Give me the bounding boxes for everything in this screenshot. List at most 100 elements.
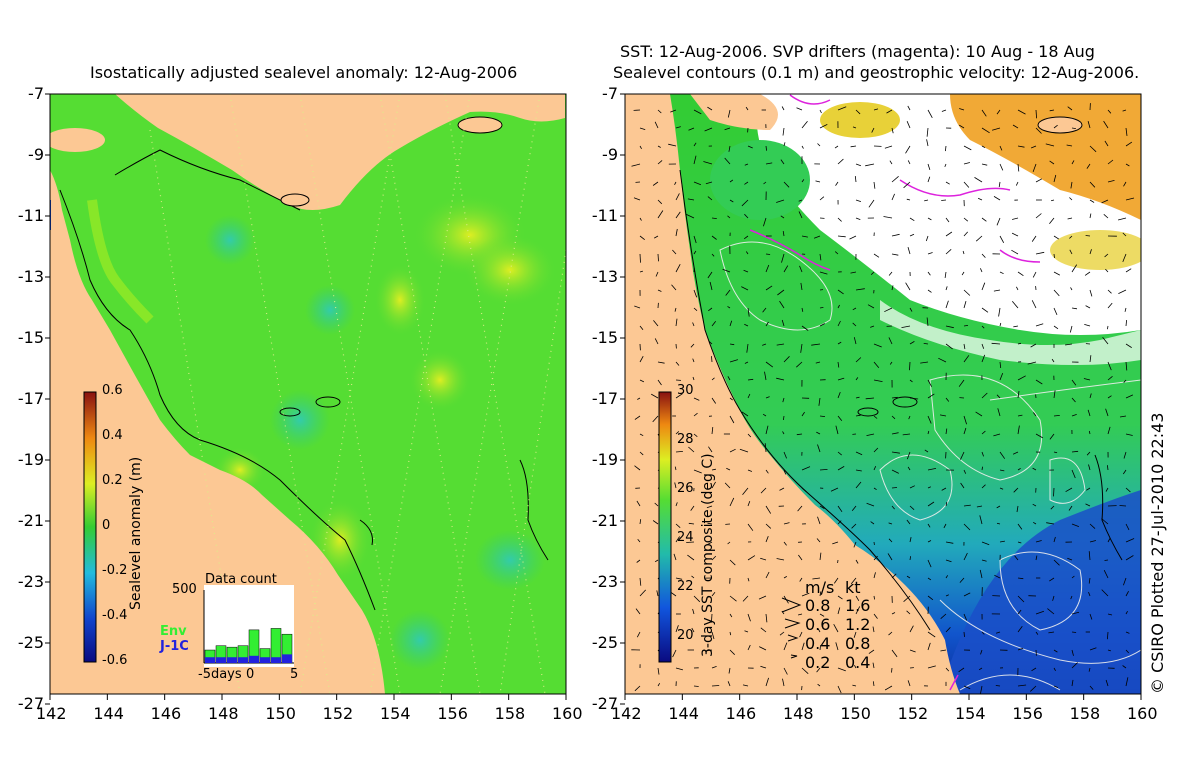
velocity-arrow xyxy=(981,430,986,435)
velocity-arrow xyxy=(1125,268,1132,273)
velocity-arrow xyxy=(981,109,987,117)
velocity-arrow xyxy=(941,199,947,201)
velocity-arrow xyxy=(776,199,785,203)
velocity-arrow xyxy=(1030,343,1037,348)
velocity-arrow xyxy=(891,127,894,134)
velocity-arrow xyxy=(760,557,767,561)
velocity-arrow xyxy=(941,487,947,491)
velocity-arrow xyxy=(1107,375,1113,381)
velocity-arrow xyxy=(1016,286,1019,291)
velocity-arrow xyxy=(1017,609,1022,615)
velocity-arrow xyxy=(837,217,842,222)
velocity-arrow xyxy=(996,394,1001,399)
velocity-arrow xyxy=(852,684,857,687)
velocity-arrow xyxy=(1047,608,1055,615)
velocity-arrow xyxy=(830,487,839,492)
velocity-arrow xyxy=(722,268,731,273)
velocity-arrow xyxy=(747,613,751,622)
velocity-arrow xyxy=(729,199,734,203)
velocity-arrow xyxy=(1017,425,1020,435)
velocity-arrow xyxy=(927,415,932,424)
velocity-arrow xyxy=(709,281,713,291)
velocity-arrow xyxy=(855,163,862,167)
velocity-arrow xyxy=(801,120,808,129)
velocity-arrow xyxy=(781,319,785,327)
velocity-arrow xyxy=(801,487,807,493)
velocity-arrow xyxy=(657,289,662,292)
velocity-arrow xyxy=(783,415,785,421)
velocity-arrow xyxy=(891,253,899,256)
velocity-arrow xyxy=(654,502,659,507)
velocity-arrow xyxy=(654,235,659,239)
velocity-arrow xyxy=(1089,613,1093,620)
velocity-arrow xyxy=(729,613,733,618)
velocity-arrow xyxy=(945,627,951,633)
velocity-arrow xyxy=(777,289,785,296)
velocity-arrow xyxy=(1053,487,1055,497)
velocity-arrow xyxy=(1071,450,1079,453)
velocity-arrow xyxy=(1123,181,1127,187)
velocity-arrow xyxy=(873,415,878,419)
velocity-arrow xyxy=(711,481,716,489)
velocity-arrow xyxy=(657,379,662,386)
velocity-arrow xyxy=(765,145,767,151)
lat-tick-label: -21 xyxy=(17,511,44,530)
velocity-arrow xyxy=(1103,213,1109,219)
velocity-arrow xyxy=(939,414,947,417)
velocity-arrow xyxy=(692,322,695,327)
velocity-arrow xyxy=(927,289,932,293)
velocity-arrow xyxy=(747,469,753,472)
velocity-arrow xyxy=(706,505,713,509)
lon-tick-label: 148 xyxy=(783,704,814,723)
velocity-arrow xyxy=(801,179,805,183)
velocity-arrow xyxy=(1107,465,1109,471)
colorbar-tick-label: 0 xyxy=(102,518,111,533)
velocity-arrow xyxy=(891,233,900,237)
velocity-arrow xyxy=(889,361,893,365)
velocity-arrow xyxy=(657,109,662,114)
velocity-arrow xyxy=(634,415,641,420)
velocity-arrow xyxy=(800,282,803,291)
velocity-arrow xyxy=(999,322,1002,327)
velocity-arrow xyxy=(837,361,840,368)
velocity-arrow xyxy=(657,361,665,364)
velocity-arrow xyxy=(705,649,713,652)
velocity-arrow xyxy=(853,541,857,548)
velocity-arrow xyxy=(819,323,825,327)
velocity-arrow xyxy=(940,613,947,619)
velocity-arrow xyxy=(837,341,842,345)
velocity-arrow xyxy=(997,408,1001,417)
velocity-arrow xyxy=(782,431,785,435)
velocity-arrow xyxy=(906,575,911,579)
velocity-arrow xyxy=(1107,631,1109,640)
velocity-arrow xyxy=(1069,249,1073,255)
velocity-arrow xyxy=(639,253,641,263)
lon-tick-label: 146 xyxy=(150,704,182,723)
velocity-arrow xyxy=(652,520,659,525)
velocity-arrow xyxy=(1017,595,1025,603)
velocity-arrow xyxy=(873,595,875,600)
velocity-arrow xyxy=(1089,145,1097,153)
velocity-arrow xyxy=(1053,235,1060,240)
velocity-arrow xyxy=(999,361,1002,369)
velocity-arrow xyxy=(852,322,857,327)
velocity-arrow xyxy=(1125,631,1130,634)
velocity-arrow xyxy=(873,361,880,369)
velocity-arrow xyxy=(980,268,983,273)
velocity-arrow xyxy=(906,610,911,615)
velocity-arrow xyxy=(747,378,754,381)
velocity-arrow xyxy=(783,576,787,579)
velocity-arrow xyxy=(855,396,860,399)
velocity-arrow xyxy=(853,631,857,638)
velocity-arrow xyxy=(703,161,713,165)
velocity-arrow xyxy=(903,595,911,602)
velocity-arrow xyxy=(909,537,912,543)
left-map-title: Isostatically adjusted sealevel anomaly:… xyxy=(90,63,518,82)
velocity-arrow xyxy=(762,307,767,313)
velocity-arrow xyxy=(1032,467,1037,471)
velocity-arrow xyxy=(760,627,767,633)
velocity-arrow xyxy=(744,181,749,185)
velocity-arrow xyxy=(711,217,717,219)
velocity-arrow xyxy=(945,501,948,507)
